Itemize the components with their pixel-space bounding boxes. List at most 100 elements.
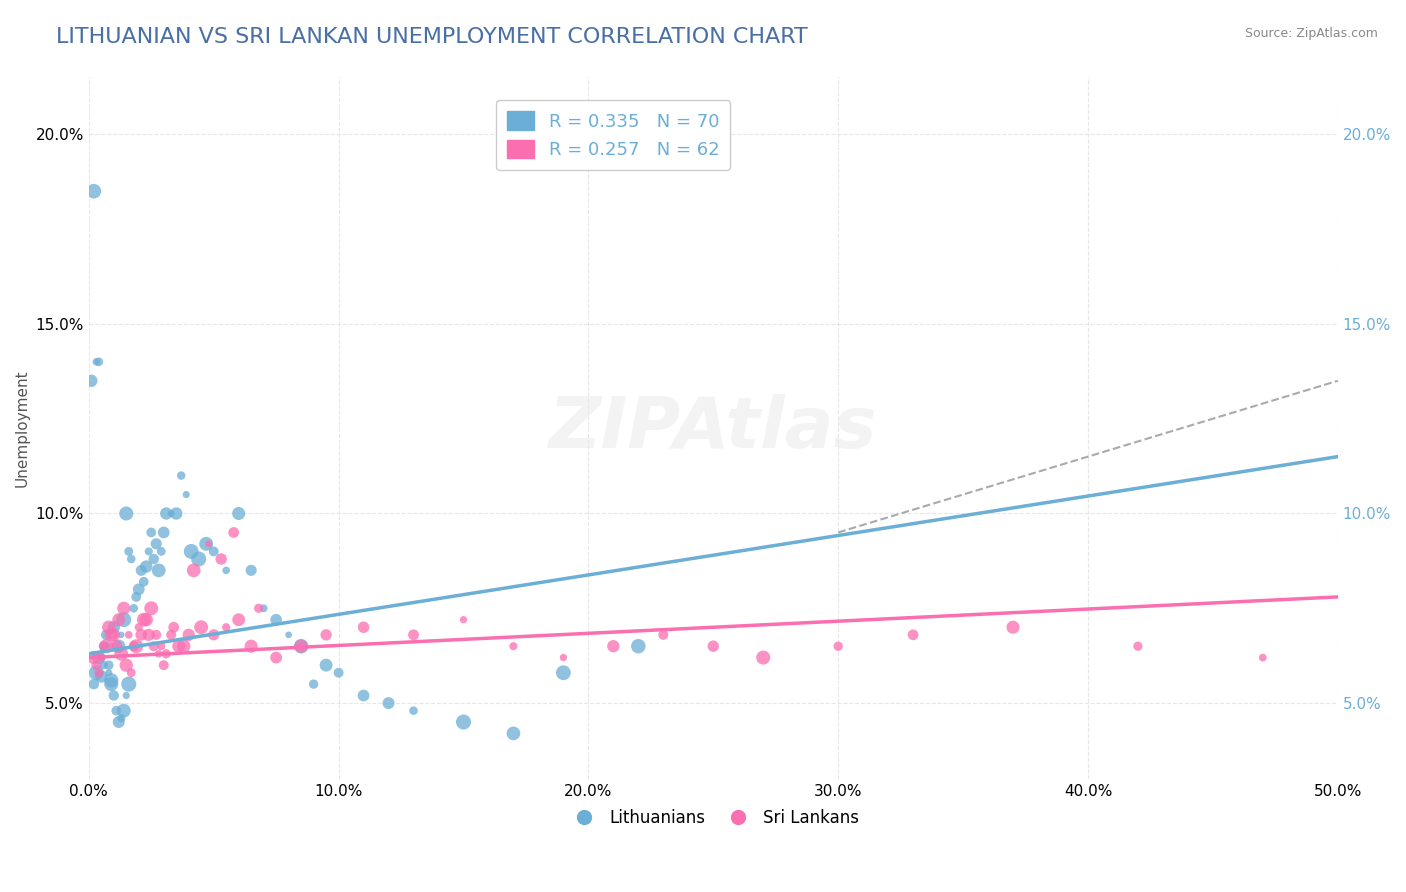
Point — [93, 639, 115, 653]
Point — [90, 650, 112, 665]
Point — [377, 696, 399, 710]
Point — [174, 487, 197, 501]
Point — [264, 650, 287, 665]
Point — [240, 563, 263, 577]
Point — [142, 639, 165, 653]
Point — [129, 628, 152, 642]
Point — [100, 673, 122, 688]
Point — [115, 507, 138, 521]
Point — [118, 544, 141, 558]
Point — [115, 689, 138, 703]
Point — [118, 628, 141, 642]
Point — [167, 639, 190, 653]
Point — [96, 639, 118, 653]
Legend: Lithuanians, Sri Lankans: Lithuanians, Sri Lankans — [561, 803, 866, 834]
Point — [453, 714, 475, 729]
Point — [901, 628, 924, 642]
Point — [222, 525, 245, 540]
Point — [122, 639, 145, 653]
Point — [228, 613, 250, 627]
Text: ZIPAtlas: ZIPAtlas — [548, 393, 877, 463]
Point — [353, 689, 375, 703]
Point — [160, 628, 183, 642]
Point — [277, 628, 299, 642]
Point — [128, 582, 150, 597]
Point — [240, 639, 263, 653]
Point — [84, 355, 107, 369]
Point — [155, 647, 177, 661]
Point — [100, 628, 122, 642]
Point — [253, 601, 276, 615]
Point — [228, 507, 250, 521]
Point — [141, 525, 163, 540]
Point — [150, 544, 173, 558]
Point — [1126, 639, 1149, 653]
Point — [84, 665, 107, 680]
Point — [141, 601, 163, 615]
Point — [163, 620, 186, 634]
Point — [138, 544, 160, 558]
Point — [187, 552, 209, 566]
Point — [107, 613, 129, 627]
Point — [202, 544, 225, 558]
Point — [290, 639, 312, 653]
Point — [87, 665, 110, 680]
Point — [315, 628, 337, 642]
Point — [315, 658, 337, 673]
Point — [502, 726, 524, 740]
Point — [93, 658, 115, 673]
Point — [120, 665, 142, 680]
Point — [553, 665, 575, 680]
Point — [177, 628, 200, 642]
Point — [83, 677, 105, 691]
Point — [87, 650, 110, 665]
Point — [103, 628, 125, 642]
Point — [215, 620, 238, 634]
Point — [402, 628, 425, 642]
Point — [125, 590, 148, 604]
Point — [170, 468, 193, 483]
Point — [202, 628, 225, 642]
Point — [183, 563, 205, 577]
Point — [96, 639, 118, 653]
Point — [83, 650, 105, 665]
Point — [165, 507, 187, 521]
Point — [120, 552, 142, 566]
Point — [142, 552, 165, 566]
Point — [115, 658, 138, 673]
Point — [132, 574, 155, 589]
Point — [105, 639, 128, 653]
Point — [328, 665, 350, 680]
Point — [553, 650, 575, 665]
Point — [97, 665, 120, 680]
Point — [97, 658, 120, 673]
Point — [110, 647, 132, 661]
Point — [107, 714, 129, 729]
Point — [80, 374, 103, 388]
Point — [190, 620, 212, 634]
Point — [125, 639, 148, 653]
Point — [264, 613, 287, 627]
Point — [209, 552, 232, 566]
Point — [148, 563, 170, 577]
Point — [155, 507, 177, 521]
Point — [702, 639, 724, 653]
Point — [247, 601, 270, 615]
Point — [129, 563, 152, 577]
Point — [83, 184, 105, 198]
Point — [103, 620, 125, 634]
Point — [402, 704, 425, 718]
Text: Source: ZipAtlas.com: Source: ZipAtlas.com — [1244, 27, 1378, 40]
Point — [827, 639, 849, 653]
Point — [118, 677, 141, 691]
Y-axis label: Unemployment: Unemployment — [15, 369, 30, 487]
Point — [100, 677, 122, 691]
Point — [602, 639, 624, 653]
Point — [135, 559, 157, 574]
Point — [105, 704, 128, 718]
Point — [502, 639, 524, 653]
Point — [652, 628, 675, 642]
Point — [84, 658, 107, 673]
Point — [1002, 620, 1025, 634]
Point — [93, 639, 115, 653]
